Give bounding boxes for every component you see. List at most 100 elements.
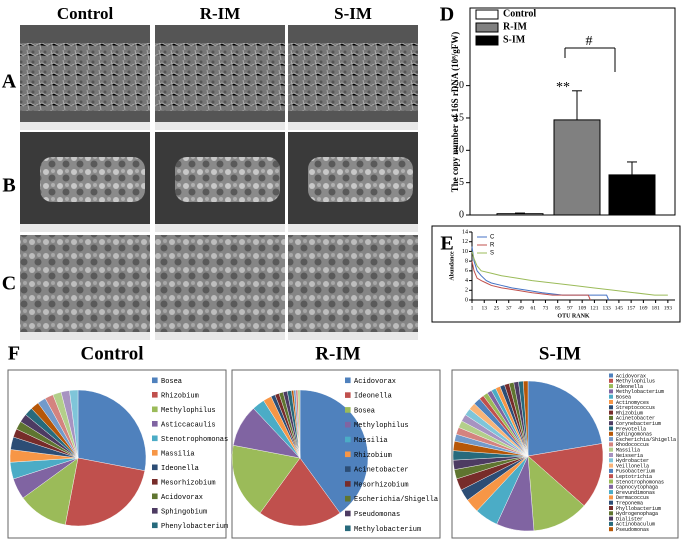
sem-footer (20, 332, 150, 340)
legend-swatch (152, 406, 158, 413)
sem-footer (155, 224, 285, 232)
bracket (564, 47, 616, 72)
pie-slice (231, 445, 301, 514)
y-tick-label: 10 (462, 249, 468, 255)
x-tick-label: 169 (639, 305, 648, 311)
legend-label: S (490, 251, 494, 257)
legend-label: R (490, 243, 495, 249)
legend-swatch (345, 392, 351, 398)
legend-label: Methylophilus (354, 422, 409, 430)
legend-label: Ideonella (616, 384, 643, 390)
legend-swatch (609, 527, 613, 532)
legend-label: Rhodococcus (616, 442, 649, 448)
sem-strip (20, 43, 150, 111)
x-tick-label: 85 (555, 305, 561, 311)
legend-label: Rhizobium (354, 452, 392, 460)
annotation: # (586, 34, 593, 49)
row-label: A (2, 71, 17, 93)
panel-label: D (440, 4, 454, 26)
legend-swatch (609, 384, 613, 389)
x-tick-label: 1 (471, 305, 474, 311)
legend-label: C (490, 235, 495, 241)
sem-strip (288, 43, 418, 111)
pie-title: S-IM (539, 343, 581, 364)
legend-swatch (152, 479, 158, 485)
legend-swatch (152, 450, 158, 456)
legend-label: Ideonella (354, 393, 392, 401)
legend-swatch (609, 521, 613, 526)
legend-swatch (609, 484, 613, 489)
legend-swatch (152, 392, 158, 398)
legend-label: Prevotella (616, 426, 646, 432)
legend-swatch (609, 431, 613, 436)
legend-label: Pseudomonas (354, 511, 400, 519)
sem-footer (288, 122, 418, 130)
axes (471, 232, 675, 301)
pie-slice (77, 389, 147, 471)
legend-label: Methylobacterium (616, 389, 664, 395)
legend-swatch (152, 464, 158, 471)
legend-swatch (345, 451, 351, 458)
x-tick-label: 49 (518, 305, 524, 311)
legend-swatch (609, 500, 613, 505)
sem-root (175, 157, 280, 202)
legend-label: Acinetobacter (616, 416, 655, 422)
pie-slice (527, 380, 603, 457)
x-tick-label: 121 (590, 305, 599, 311)
x-tick-label: 13 (481, 305, 487, 311)
legend-label: Methylophilus (616, 379, 655, 385)
legend-swatch (152, 377, 158, 384)
x-tick-label: 61 (530, 305, 536, 311)
y-axis-label: Abundance (449, 251, 455, 281)
legend-label: Escherichia/Shigella (616, 437, 676, 443)
legend-swatch (152, 435, 158, 442)
legend-swatch (345, 466, 351, 472)
row-label: C (2, 273, 16, 295)
legend-swatch (609, 410, 613, 415)
sem-surface (20, 235, 150, 340)
y-tick-label: 5 (459, 177, 464, 188)
legend-swatch (609, 506, 613, 510)
x-tick-label: 73 (543, 305, 549, 311)
x-tick-label: 133 (603, 305, 612, 311)
legend-swatch (609, 479, 613, 484)
legend-label: Rhizobium (616, 410, 643, 416)
y-tick-label: 0 (459, 209, 464, 220)
legend-label: Phenylobacterium (161, 523, 228, 531)
x-tick-label: 181 (651, 305, 660, 311)
legend-swatch (609, 458, 613, 463)
legend-label: Dialister (616, 516, 643, 522)
x-tick-label: 97 (567, 305, 573, 311)
panel-frame (431, 225, 681, 323)
legend-label: Stenotrophomonas (616, 479, 664, 485)
legend-label: Streptococcus (616, 405, 655, 411)
bar (608, 174, 656, 216)
sem-root (40, 157, 145, 202)
legend-swatch (609, 437, 613, 442)
legend-label: Rhizobium (161, 392, 199, 400)
legend-label: R-IM (503, 21, 527, 32)
legend-swatch (609, 447, 613, 452)
line (471, 261, 591, 301)
sem-surface (155, 235, 285, 340)
legend-label: Veillonella (616, 463, 649, 469)
bar (553, 119, 601, 216)
legend-label: Leptotrichia (616, 474, 652, 480)
legend-label: Dermacoccus (616, 495, 649, 501)
y-tick-label: 4 (465, 278, 468, 284)
legend-swatch (475, 35, 499, 46)
legend-swatch (609, 495, 613, 500)
y-tick-label: 0 (465, 297, 468, 303)
pie-slice (69, 389, 79, 459)
sem-root (308, 157, 413, 202)
row-label: B (2, 175, 15, 197)
legend-label: Escherichia/Shigella (354, 496, 438, 504)
x-tick-label: 37 (506, 305, 512, 311)
sem-footer (288, 332, 418, 340)
legend-label: Methylobacterium (354, 526, 421, 534)
legend-swatch (609, 468, 613, 473)
x-tick-label: 157 (627, 305, 636, 311)
legend-swatch (345, 421, 351, 428)
pie-slice (65, 457, 146, 527)
pie-title: R-IM (315, 343, 360, 364)
